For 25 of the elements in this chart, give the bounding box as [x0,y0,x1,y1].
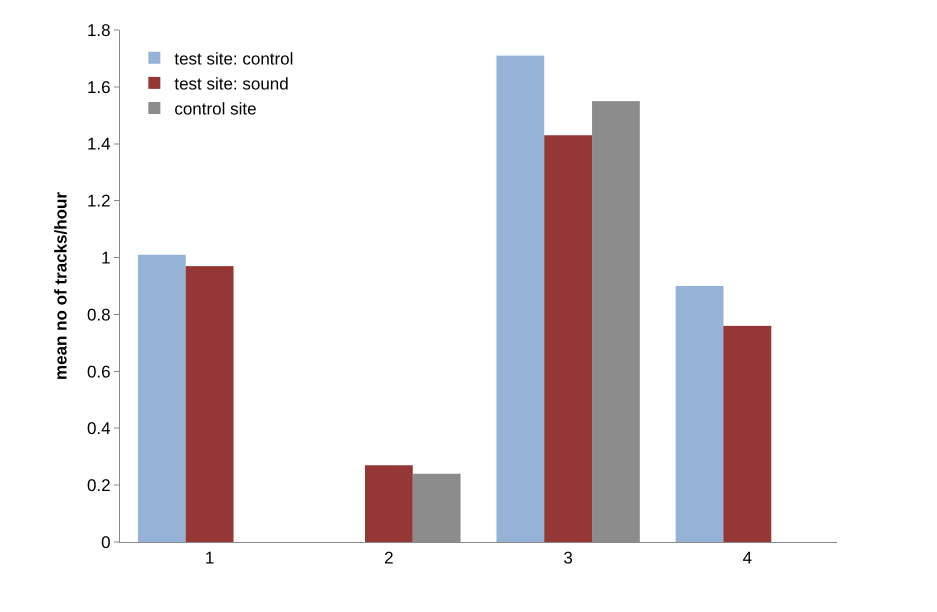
y-tick-label: 0.4 [86,419,111,438]
bar [723,326,772,542]
legend-label: control site [174,100,257,119]
y-tick-label: 1.4 [86,134,111,154]
y-tick-label: 0 [101,532,111,552]
y-tick-label: 1 [101,248,111,268]
x-tick-label: 4 [742,548,752,568]
y-tick-label: 0.2 [86,476,111,496]
y-tick-label: 0.8 [86,305,111,324]
legend-label: test site: sound [174,74,289,94]
x-tick-label: 1 [204,548,214,568]
x-tick-label: 3 [563,548,573,568]
bar [186,266,234,542]
y-axis-title: mean no of tracks/hour [52,192,71,380]
y-tick-label: 1.2 [86,192,111,211]
y-tick-label: 1.6 [86,78,111,97]
bar [138,254,186,542]
y-tick-label: 0.6 [86,362,111,382]
y-tick-label: 1.8 [86,20,111,40]
x-tick-label: 2 [384,548,394,568]
bar [676,286,724,542]
legend-label: test site: control [174,49,294,68]
bar [544,135,592,542]
bar [496,56,544,542]
bar [364,465,413,542]
